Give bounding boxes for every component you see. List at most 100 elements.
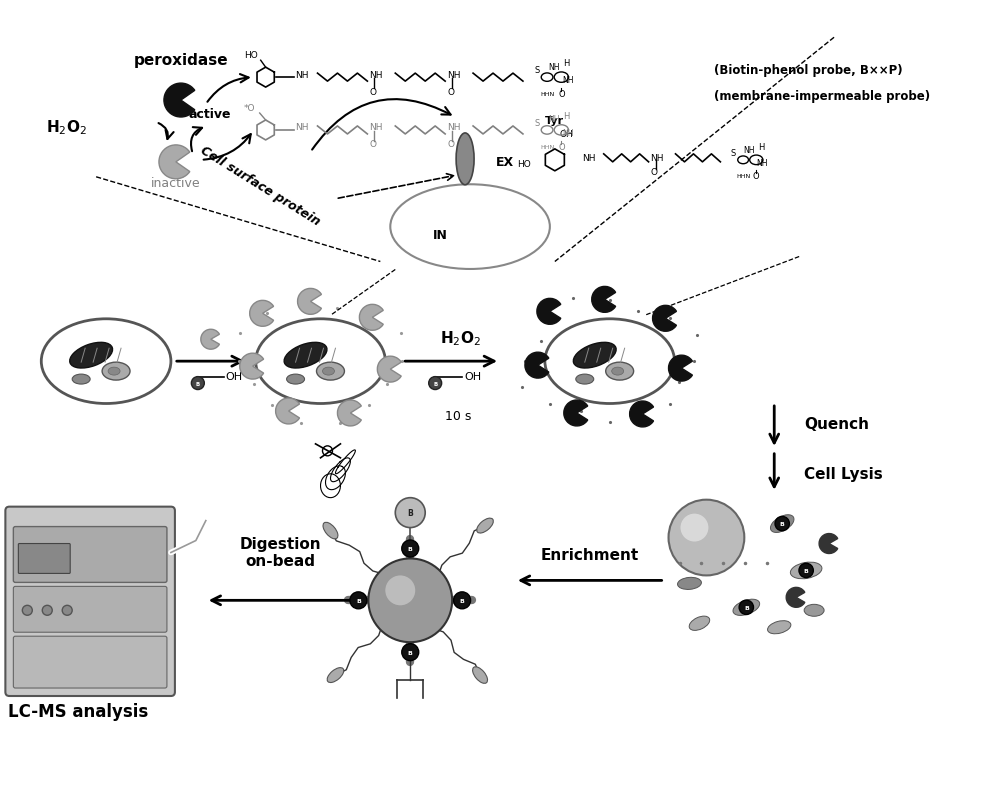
Text: HHN: HHN: [540, 92, 554, 97]
Ellipse shape: [323, 522, 338, 539]
Ellipse shape: [322, 367, 334, 375]
Wedge shape: [359, 305, 383, 331]
Text: O: O: [558, 143, 565, 152]
Ellipse shape: [576, 375, 594, 384]
Text: NH: NH: [447, 123, 461, 132]
Wedge shape: [240, 354, 264, 380]
Wedge shape: [537, 299, 561, 325]
Wedge shape: [298, 289, 321, 315]
Text: S: S: [534, 66, 539, 75]
Text: NH: NH: [548, 115, 559, 124]
Text: 10 s: 10 s: [445, 410, 471, 423]
Wedge shape: [592, 287, 616, 313]
Text: O: O: [447, 88, 454, 97]
Ellipse shape: [102, 363, 130, 380]
Circle shape: [402, 644, 419, 661]
Text: *O: *O: [244, 104, 256, 113]
Ellipse shape: [72, 375, 90, 384]
Circle shape: [385, 576, 415, 606]
Text: O: O: [753, 172, 760, 181]
Circle shape: [454, 592, 471, 609]
Circle shape: [62, 606, 72, 616]
Text: B: B: [196, 381, 200, 386]
FancyBboxPatch shape: [13, 637, 167, 689]
Text: active: active: [189, 108, 231, 121]
Text: HO: HO: [244, 51, 258, 60]
Text: O: O: [369, 88, 376, 97]
Ellipse shape: [678, 577, 701, 590]
Text: Cell Lysis: Cell Lysis: [804, 466, 883, 482]
Text: HHN: HHN: [736, 174, 750, 178]
Circle shape: [799, 564, 813, 578]
Circle shape: [429, 377, 442, 390]
Text: NH: NH: [369, 123, 383, 132]
Text: O: O: [447, 140, 454, 149]
Wedge shape: [669, 356, 692, 382]
Ellipse shape: [804, 604, 824, 616]
Text: inactive: inactive: [151, 177, 201, 190]
Wedge shape: [653, 306, 676, 332]
Text: Tyr: Tyr: [545, 116, 564, 126]
FancyBboxPatch shape: [13, 527, 167, 582]
Wedge shape: [159, 146, 190, 179]
Circle shape: [395, 498, 425, 528]
Text: B: B: [407, 508, 413, 517]
Wedge shape: [337, 401, 361, 427]
Text: NH: NH: [562, 76, 574, 85]
Ellipse shape: [477, 518, 493, 534]
Ellipse shape: [70, 343, 113, 368]
Text: S: S: [731, 149, 736, 158]
Text: O: O: [558, 90, 565, 99]
Ellipse shape: [456, 134, 474, 186]
FancyBboxPatch shape: [18, 544, 70, 573]
Ellipse shape: [606, 363, 634, 380]
Wedge shape: [250, 301, 274, 327]
Text: S: S: [534, 118, 539, 127]
Wedge shape: [564, 401, 588, 427]
Text: H$_2$O$_2$: H$_2$O$_2$: [440, 328, 481, 347]
Text: B: B: [460, 598, 465, 603]
Ellipse shape: [284, 343, 327, 368]
Ellipse shape: [689, 616, 710, 631]
Circle shape: [669, 500, 744, 576]
Wedge shape: [164, 84, 195, 118]
Text: (membrane-impermeable probe): (membrane-impermeable probe): [714, 89, 931, 102]
Circle shape: [775, 517, 789, 531]
Text: H: H: [563, 112, 570, 121]
Text: H$_2$O$_2$: H$_2$O$_2$: [46, 118, 87, 137]
Text: Cell surface protein: Cell surface protein: [198, 144, 323, 228]
Circle shape: [739, 600, 753, 615]
Text: NH: NH: [582, 154, 595, 163]
Wedge shape: [786, 588, 805, 607]
Text: B: B: [744, 605, 749, 610]
Text: NH: NH: [296, 123, 309, 132]
Text: H: H: [563, 59, 570, 68]
Circle shape: [680, 514, 708, 542]
FancyBboxPatch shape: [13, 586, 167, 633]
Text: B: B: [433, 381, 437, 386]
Text: B: B: [408, 547, 413, 551]
Text: OH: OH: [560, 130, 574, 139]
Text: NH: NH: [562, 129, 574, 138]
Circle shape: [350, 592, 367, 609]
Text: OH: OH: [226, 371, 243, 382]
Text: HO: HO: [517, 160, 531, 169]
Text: B: B: [408, 650, 413, 654]
Wedge shape: [276, 398, 300, 424]
Text: LC-MS analysis: LC-MS analysis: [8, 702, 149, 720]
Text: NH: NH: [548, 62, 559, 71]
Ellipse shape: [612, 367, 624, 375]
Text: B: B: [356, 598, 361, 603]
Text: OH: OH: [464, 371, 481, 382]
Text: NH: NH: [651, 154, 664, 163]
Ellipse shape: [473, 667, 488, 684]
Text: H: H: [758, 143, 764, 152]
Wedge shape: [630, 401, 654, 427]
Text: B: B: [780, 521, 785, 526]
Ellipse shape: [770, 515, 794, 533]
Circle shape: [22, 606, 32, 616]
Text: peroxidase: peroxidase: [134, 53, 228, 68]
Ellipse shape: [573, 343, 616, 368]
Text: IN: IN: [433, 229, 448, 242]
Text: Quench: Quench: [804, 417, 869, 432]
